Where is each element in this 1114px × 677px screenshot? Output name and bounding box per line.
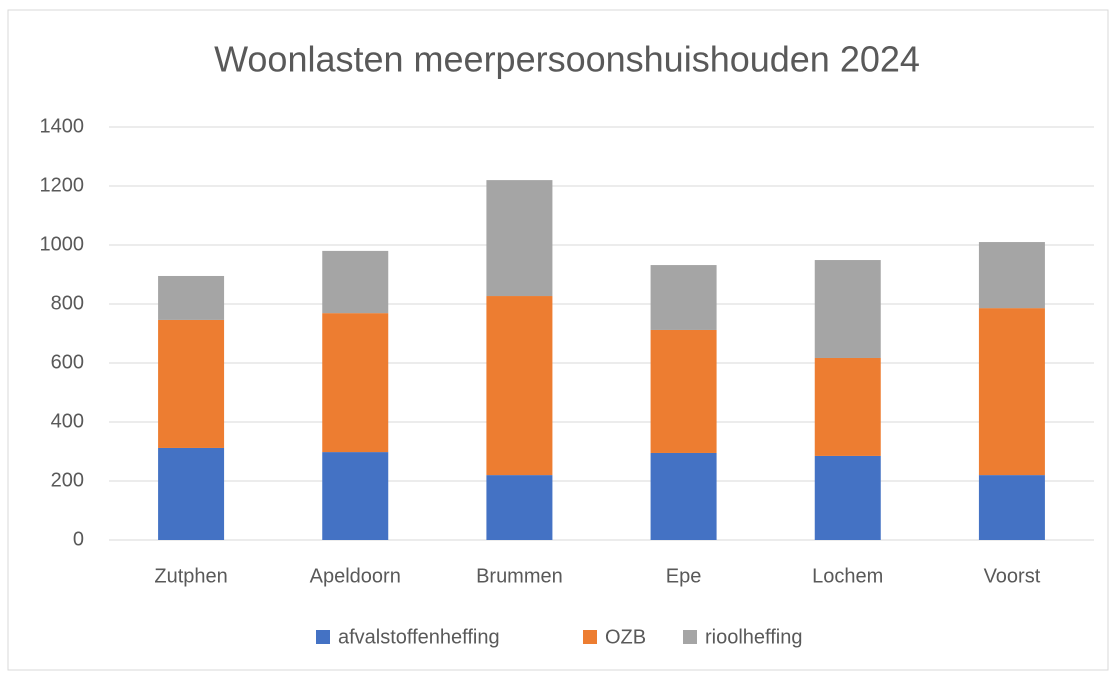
bar-segment bbox=[814, 455, 881, 540]
x-tick-label: Epe bbox=[666, 565, 702, 587]
x-tick-label: Lochem bbox=[812, 565, 883, 587]
legend-swatch bbox=[316, 630, 330, 644]
bar-segment bbox=[158, 447, 225, 540]
y-tick-label: 1200 bbox=[40, 174, 85, 196]
bar-segment bbox=[322, 313, 389, 453]
x-tick-label: Apeldoorn bbox=[310, 565, 401, 587]
y-tick-label: 0 bbox=[73, 528, 84, 550]
bar-segment bbox=[158, 275, 225, 320]
legend-label: rioolheffing bbox=[705, 626, 802, 648]
bar-segment bbox=[814, 260, 881, 358]
bar-segment bbox=[978, 242, 1045, 309]
bar-segment bbox=[486, 180, 553, 297]
bar-segment bbox=[978, 308, 1045, 476]
chart-title: Woonlasten meerpersoonshuishouden 2024 bbox=[214, 39, 920, 80]
bar-segment bbox=[650, 329, 717, 453]
bar-segment bbox=[322, 250, 389, 314]
bar-segment bbox=[322, 452, 389, 540]
legend-label: afvalstoffenheffing bbox=[338, 626, 500, 648]
y-tick-label: 200 bbox=[51, 469, 84, 491]
bar-segment bbox=[158, 319, 225, 448]
x-tick-label: Brummen bbox=[476, 565, 563, 587]
y-tick-label: 1400 bbox=[40, 115, 85, 137]
bar-segment bbox=[814, 357, 881, 456]
bar-segment bbox=[486, 475, 553, 540]
legend-swatch bbox=[583, 630, 597, 644]
y-tick-label: 800 bbox=[51, 292, 84, 314]
bar-segment bbox=[650, 265, 717, 330]
bar-segment bbox=[978, 475, 1045, 540]
bar-segment bbox=[486, 296, 553, 476]
bar-segment bbox=[650, 452, 717, 540]
legend-swatch bbox=[683, 630, 697, 644]
legend-label: OZB bbox=[605, 626, 646, 648]
x-tick-label: Voorst bbox=[984, 565, 1041, 587]
x-tick-label: Zutphen bbox=[154, 565, 227, 587]
y-tick-label: 1000 bbox=[40, 233, 85, 255]
y-tick-label: 600 bbox=[51, 351, 84, 373]
y-tick-label: 400 bbox=[51, 410, 84, 432]
